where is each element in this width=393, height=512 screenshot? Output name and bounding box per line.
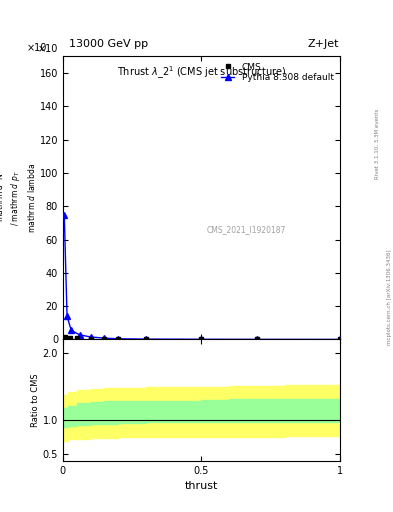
Pythia 8.308 default [77, 332, 82, 338]
CMS [199, 336, 204, 343]
Text: ×10: ×10 [37, 44, 58, 54]
Legend: CMS, Pythia 8.308 default: CMS, Pythia 8.308 default [219, 61, 336, 84]
Pythia 8.308 default [338, 336, 342, 343]
Text: ×10: ×10 [27, 44, 47, 53]
Y-axis label: Ratio to CMS: Ratio to CMS [31, 373, 40, 427]
Pythia 8.308 default [88, 334, 93, 340]
Pythia 8.308 default [102, 335, 107, 341]
Text: Rivet 3.1.10, 3.3M events: Rivet 3.1.10, 3.3M events [375, 108, 380, 179]
Y-axis label: mathrm $d^2$N
/ mathrm $d$ $p_T$
mathrm $d$ lambda: mathrm $d^2$N / mathrm $d$ $p_T$ mathrm … [0, 163, 37, 233]
Pythia 8.308 default [144, 336, 149, 342]
CMS [88, 335, 93, 342]
CMS [116, 336, 121, 342]
Text: mcplots.cern.ch [arXiv:1306.3436]: mcplots.cern.ch [arXiv:1306.3436] [387, 249, 391, 345]
Text: Thrust $\lambda$_2$^1$ (CMS jet substructure): Thrust $\lambda$_2$^1$ (CMS jet substruc… [116, 65, 286, 81]
CMS [102, 336, 107, 342]
CMS [68, 334, 72, 340]
Pythia 8.308 default [199, 336, 204, 343]
Pythia 8.308 default [62, 211, 67, 218]
Text: 13000 GeV pp: 13000 GeV pp [69, 38, 148, 49]
Line: Pythia 8.308 default: Pythia 8.308 default [61, 212, 343, 342]
CMS [74, 335, 79, 341]
CMS [338, 336, 342, 343]
CMS [144, 336, 149, 343]
Pythia 8.308 default [65, 313, 70, 319]
Line: CMS: CMS [62, 335, 342, 342]
Text: CMS_2021_I1920187: CMS_2021_I1920187 [207, 225, 286, 234]
Text: Z+Jet: Z+Jet [307, 38, 339, 49]
Pythia 8.308 default [116, 336, 121, 342]
X-axis label: thrust: thrust [185, 481, 218, 491]
CMS [255, 336, 259, 343]
CMS [62, 334, 67, 340]
Pythia 8.308 default [255, 336, 259, 343]
Pythia 8.308 default [69, 327, 73, 333]
